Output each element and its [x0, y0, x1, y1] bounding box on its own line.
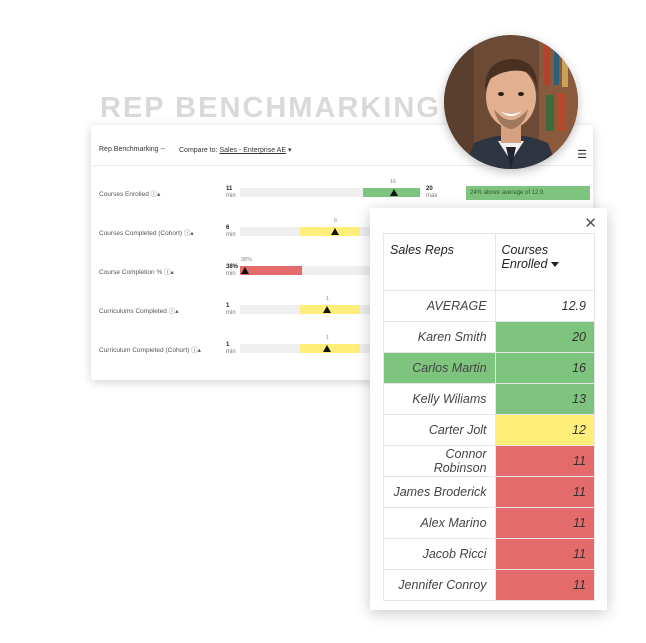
rep-name: Jacob Ricci [383, 538, 496, 570]
table-row[interactable]: Alex Marino 11 [383, 507, 596, 539]
metric-marker [323, 345, 331, 352]
rep-name: Connor Robinson [383, 445, 496, 477]
rep-name: Jennifer Conroy [383, 569, 496, 601]
sort-caret-icon[interactable]: ▴ [175, 308, 179, 315]
table-header-row: Sales Reps Courses Enrolled [383, 233, 596, 291]
sort-desc-icon[interactable] [551, 262, 560, 268]
column-header-sales-reps[interactable]: Sales Reps [383, 233, 496, 291]
hamburger-menu-icon[interactable]: ☰ [577, 149, 587, 161]
metric-track: 1 [240, 296, 420, 314]
avatar-portrait [444, 35, 578, 169]
metric-label: Course Completion % ⓘ▴ [99, 269, 174, 276]
average-label: AVERAGE [383, 290, 496, 322]
metric-min: 11 min [226, 186, 236, 199]
rep-name: Kelly Wiliams [383, 383, 496, 415]
rep-courses-value: 16 [494, 352, 596, 384]
sort-caret-icon[interactable]: ▴ [190, 230, 194, 237]
metric-track: 38% [240, 257, 420, 275]
rep-courses-value: 11 [494, 507, 596, 539]
average-row: AVERAGE 12.9 [383, 290, 596, 322]
metric-row-curriculums-completed: Curriculums Completed ⓘ▴ 1 min 1 [91, 296, 593, 335]
sort-caret-icon[interactable]: ▴ [197, 347, 201, 354]
rep-name: Karen Smith [383, 321, 496, 353]
metric-marker [323, 306, 331, 313]
compare-label: Compare to: [179, 147, 218, 154]
average-value: 12.9 [494, 290, 596, 322]
rep-name: Carlos Martin [383, 352, 496, 384]
sort-caret-icon[interactable]: ▴ [157, 191, 161, 198]
info-icon[interactable]: ⓘ [191, 347, 198, 354]
rep-courses-value: 11 [494, 569, 596, 601]
metric-row-course-completion: Course Completion % ⓘ▴ 38% min 38% [91, 257, 593, 296]
metric-value-label: 1 [326, 335, 330, 341]
metric-row-courses-enrolled: Courses Enrolled ⓘ▴ 11 min 16 20 max 24% a… [91, 179, 593, 218]
metric-min: 1 min [226, 342, 236, 355]
metric-row-courses-completed-cohort: Courses Completed (Cohort) ⓘ▴ 6 min 6 [91, 218, 593, 257]
sales-reps-popup: ✕ Sales Reps Courses Enrolled AVERAGE 12… [370, 208, 607, 610]
metric-value-label: 38% [241, 257, 253, 263]
metric-fill [300, 227, 360, 236]
metric-max: 20 max [426, 186, 438, 199]
metric-marker [390, 189, 398, 196]
metric-track: 1 [240, 335, 420, 353]
panel-header: Rep Benchmarking -- Compare to: Sales - … [91, 125, 593, 166]
compare-selector[interactable]: Compare to: Sales - Enterprise AE ▾ [179, 146, 291, 154]
avatar [444, 35, 578, 169]
panel-title: Rep Benchmarking -- [99, 146, 166, 153]
close-icon[interactable]: ✕ [584, 215, 597, 232]
info-icon[interactable]: ⓘ [183, 230, 191, 237]
metric-label: Courses Completed (Cohort) ⓘ▴ [99, 230, 194, 237]
column-header-courses-enrolled[interactable]: Courses Enrolled [494, 233, 596, 291]
metric-min: 1 min [226, 303, 236, 316]
rep-courses-value: 20 [494, 321, 596, 353]
metric-track: 6 [240, 218, 420, 236]
info-icon[interactable]: ⓘ [164, 269, 171, 276]
metric-value-label: 1 [326, 296, 330, 302]
metric-marker [241, 267, 249, 274]
compare-value[interactable]: Sales - Enterprise AE [219, 147, 287, 154]
table-row[interactable]: Jennifer Conroy 11 [383, 569, 596, 601]
metric-min: 38% min [226, 264, 239, 277]
metric-label: Curriculums Completed ⓘ▴ [99, 308, 179, 315]
rep-courses-value: 12 [494, 414, 596, 446]
chevron-down-icon[interactable]: ▾ [287, 147, 292, 154]
rep-courses-value: 11 [494, 476, 596, 508]
metric-row-curriculum-completed-cohort: Curriculum Completed (Cohort) ⓘ▴ 1 min 1 [91, 335, 593, 374]
table-row[interactable]: Carlos Martin 16 [383, 352, 596, 384]
metric-min: 6 min [226, 225, 236, 238]
metric-track: 16 [240, 179, 420, 197]
table-row[interactable]: Jacob Ricci 11 [383, 538, 596, 570]
metric-value-label: 16 [390, 179, 397, 185]
rep-name: James Broderick [383, 476, 496, 508]
metric-label: Courses Enrolled ⓘ▴ [99, 191, 161, 198]
metric-fill [240, 266, 302, 275]
info-icon[interactable]: ⓘ [150, 191, 158, 198]
reps-table: Sales Reps Courses Enrolled AVERAGE 12.9… [383, 233, 596, 601]
rep-name: Carter Jolt [383, 414, 496, 446]
metric-value-label: 6 [334, 218, 338, 224]
rep-courses-value: 13 [494, 383, 596, 415]
rep-courses-value: 11 [494, 538, 596, 570]
rep-name: Alex Marino [383, 507, 496, 539]
table-row[interactable]: James Broderick 11 [383, 476, 596, 508]
metric-marker [331, 228, 339, 235]
table-row[interactable]: Connor Robinson 11 [383, 445, 596, 477]
metric-label: Curriculum Completed (Cohort) ⓘ▴ [99, 347, 201, 354]
hero-title: REP BENCHMARKING [100, 92, 441, 124]
comparison-badge: 24% above average of 12.9 [466, 186, 590, 200]
table-row[interactable]: Karen Smith 20 [383, 321, 596, 353]
table-row[interactable]: Carter Jolt 12 [383, 414, 596, 446]
table-row[interactable]: Kelly Wiliams 13 [383, 383, 596, 415]
rep-courses-value: 11 [494, 445, 596, 477]
sort-caret-icon[interactable]: ▴ [170, 269, 174, 276]
info-icon[interactable]: ⓘ [168, 308, 176, 315]
